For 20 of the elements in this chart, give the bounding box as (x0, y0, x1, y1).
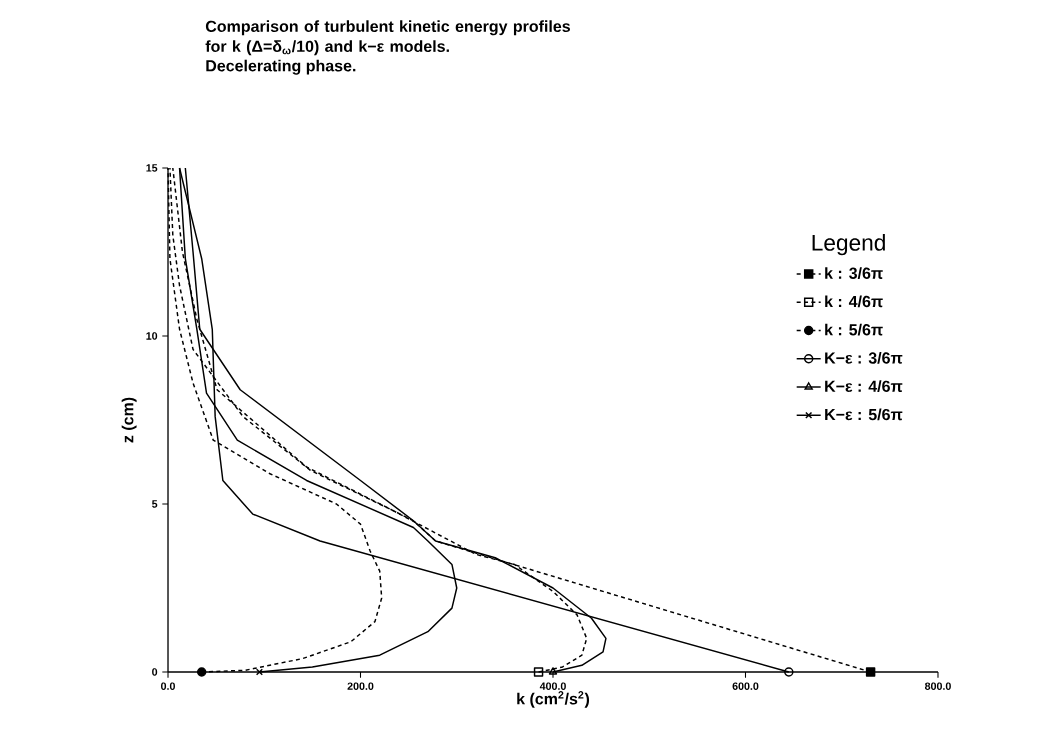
legend-label: K−ε : 4/6π (825, 380, 903, 393)
chart-title: Comparison of turbulent kinetic energy profiles for k (Δ=δ$_{ω}$/10) and k−ε models. (205, 20, 570, 56)
legend-label: K−ε : 5/6π (825, 408, 903, 421)
legend-label: k : 4/6π (825, 295, 883, 308)
y-tick-label: 5 (152, 500, 158, 508)
y-tick-label: 0 (152, 668, 158, 676)
legend-label: K−ε : 3/6π (825, 351, 903, 364)
legend-title: Legend (812, 234, 885, 256)
x-tick-label: 200.0 (347, 682, 374, 690)
legend-label: k : 5/6π (825, 323, 883, 336)
y-axis-title: z (cm) (121, 397, 137, 443)
x-tick-label: 800.0 (924, 682, 951, 690)
y-tick-label: 15 (146, 164, 158, 172)
y-tick-label: 10 (146, 332, 158, 340)
chart-subtitle: Decelerating phase. (206, 59, 356, 75)
x-tick-label: 600.0 (732, 682, 759, 690)
x-tick-label: 400.0 (539, 682, 566, 690)
legend-label: k : 3/6π (825, 267, 883, 280)
x-tick-label: 0.0 (161, 682, 175, 690)
x-axis-title: k (cm$^{2}$/s$^{2}$) (517, 691, 590, 708)
